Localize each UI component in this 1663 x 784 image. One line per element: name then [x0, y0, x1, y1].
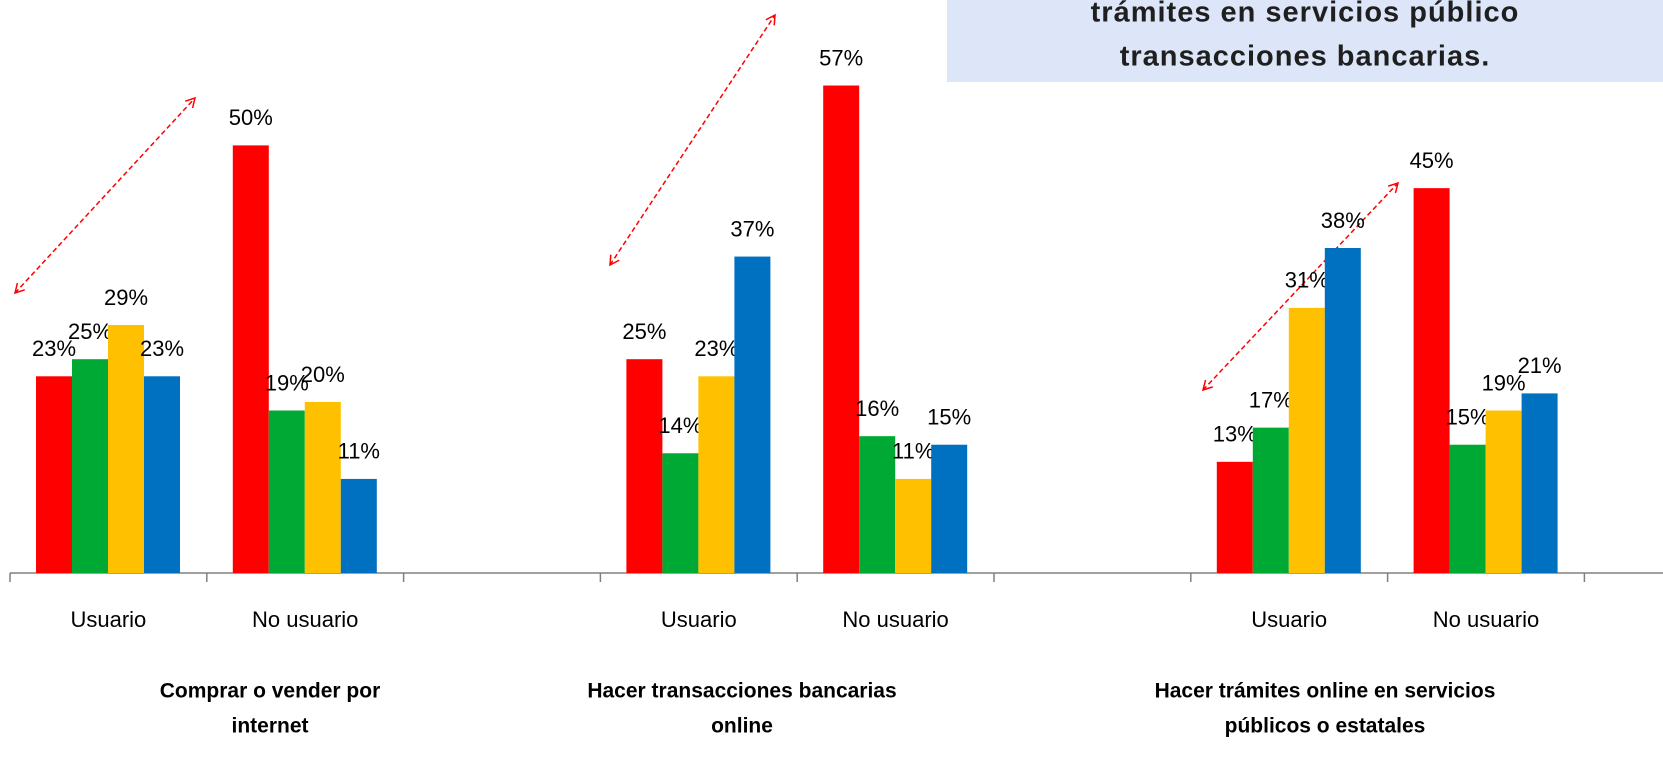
bar — [1252, 427, 1289, 573]
bar — [1449, 444, 1486, 573]
data-label: 25% — [622, 319, 666, 344]
data-label: 38% — [1321, 208, 1365, 233]
bar — [823, 85, 860, 573]
bar — [1413, 188, 1450, 574]
bar — [1216, 461, 1253, 573]
data-label: 50% — [229, 105, 273, 130]
data-label: 45% — [1410, 148, 1454, 173]
x-tick-label: Usuario — [70, 607, 146, 632]
data-label: 21% — [1518, 353, 1562, 378]
bar — [268, 410, 305, 573]
note-box — [947, 0, 1663, 82]
bar — [36, 376, 72, 573]
data-label: 37% — [730, 216, 774, 241]
bar — [626, 359, 663, 573]
data-label: 15% — [1446, 405, 1490, 430]
arrow — [13, 96, 197, 295]
note-line: transacciones bancarias. — [1120, 41, 1491, 73]
bar — [734, 256, 771, 573]
x-tick-label: Usuario — [1251, 607, 1327, 632]
bar — [1288, 307, 1325, 573]
bar — [1324, 248, 1361, 573]
data-label: 17% — [1249, 387, 1293, 412]
bar — [232, 145, 269, 573]
panel-label: públicos o estatales — [1225, 715, 1426, 738]
data-label: 25% — [68, 319, 112, 344]
data-label: 31% — [1285, 268, 1329, 293]
data-label: 19% — [265, 370, 309, 395]
panel-label: Hacer trámites online en servicios — [1155, 680, 1496, 703]
note-line: trámites en servicios público — [1091, 0, 1520, 29]
arrows — [13, 13, 1400, 392]
bar — [895, 478, 932, 573]
data-label: 13% — [1213, 422, 1257, 447]
data-label: 15% — [927, 405, 971, 430]
panel-label: internet — [231, 715, 308, 738]
data-label: 19% — [1482, 370, 1526, 395]
bar — [662, 453, 699, 573]
data-label: 57% — [819, 45, 863, 70]
x-tick-label: No usuario — [252, 607, 358, 632]
data-label: 23% — [694, 336, 738, 361]
data-label: 29% — [104, 285, 148, 310]
bar — [931, 444, 968, 573]
data-label: 23% — [32, 336, 76, 361]
bar — [108, 324, 144, 573]
panel-label: Hacer transacciones bancarias — [587, 680, 896, 703]
data-label: 16% — [855, 396, 899, 421]
bar — [72, 359, 108, 573]
x-tick-label: No usuario — [1433, 607, 1539, 632]
panel-label: online — [711, 715, 773, 738]
data-label: 11% — [338, 439, 380, 464]
bar — [698, 376, 735, 573]
arrow — [609, 13, 776, 267]
bar — [1521, 393, 1558, 573]
bar — [340, 478, 377, 573]
x-tick-label: Usuario — [661, 607, 737, 632]
data-label: 11% — [892, 439, 934, 464]
arrow — [1201, 181, 1400, 392]
data-label: 14% — [658, 413, 702, 438]
bar — [304, 401, 341, 573]
bar — [1485, 410, 1522, 573]
data-label: 20% — [301, 362, 345, 387]
bar — [144, 376, 180, 573]
data-label: 23% — [140, 336, 184, 361]
panel-label: Comprar o vender por — [160, 680, 381, 703]
bar — [859, 436, 896, 573]
x-tick-label: No usuario — [842, 607, 948, 632]
